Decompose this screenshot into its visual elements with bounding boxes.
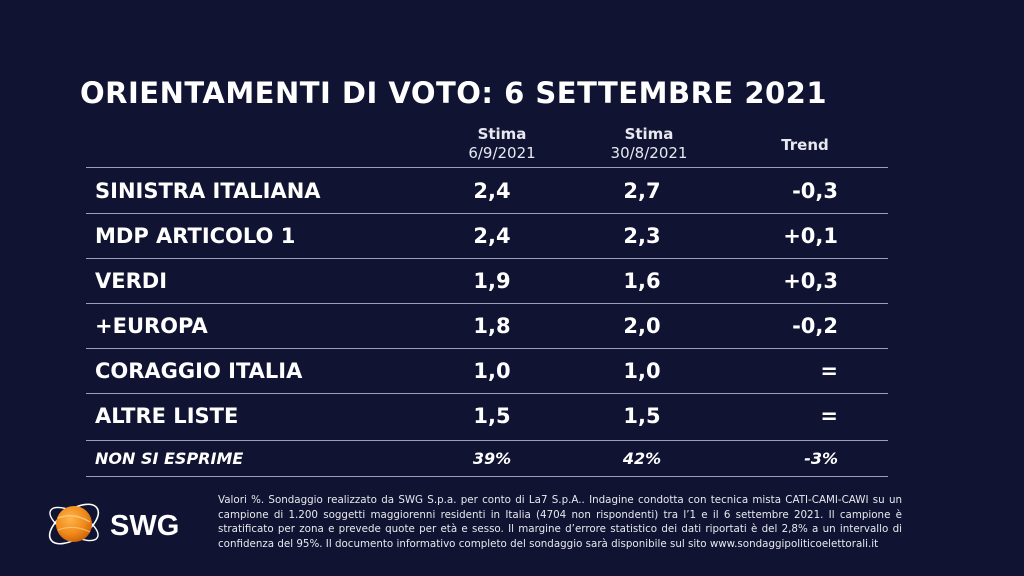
row-label: CORAGGIO ITALIA: [95, 359, 303, 383]
swg-logo: SWG: [48, 503, 179, 545]
row-label: VERDI: [95, 269, 168, 293]
page-title: ORIENTAMENTI DI VOTO: 6 SETTEMBRE 2021: [80, 76, 828, 110]
column-header-current-label: Stima: [477, 125, 527, 143]
row-trend: +0,1: [783, 224, 838, 248]
row-value-previous: 2,7: [623, 179, 661, 203]
row-label: NON SI ESPRIME: [95, 449, 244, 468]
logo-text: SWG: [110, 510, 179, 542]
row-divider: [86, 213, 888, 214]
row-value-current: 2,4: [473, 224, 511, 248]
row-label: ALTRE LISTE: [95, 404, 239, 428]
column-header-current-date: 6/9/2021: [468, 144, 536, 162]
table-bottom-divider: [86, 476, 888, 477]
row-label: SINISTRA ITALIANA: [95, 179, 321, 203]
table-row: SINISTRA ITALIANA 2,4 2,7 -0,3: [86, 169, 888, 213]
row-value-previous: 2,3: [623, 224, 661, 248]
row-divider: [86, 303, 888, 304]
row-divider: [86, 348, 888, 349]
row-divider: [86, 393, 888, 394]
row-value-previous: 2,0: [623, 314, 661, 338]
column-header-trend-label: Trend: [781, 136, 829, 154]
row-trend: =: [820, 359, 838, 383]
table-row: VERDI 1,9 1,6 +0,3: [86, 259, 888, 303]
table-row: NON SI ESPRIME 39% 42% -3%: [86, 443, 888, 487]
row-value-previous: 1,6: [623, 269, 661, 293]
header-divider: [86, 167, 888, 168]
row-label: +EUROPA: [95, 314, 208, 338]
table-row: +EUROPA 1,8 2,0 -0,2: [86, 304, 888, 348]
row-value-previous: 1,5: [623, 404, 661, 428]
row-trend: =: [820, 404, 838, 428]
table-row: MDP ARTICOLO 1 2,4 2,3 +0,1: [86, 214, 888, 258]
row-value-current: 1,0: [473, 359, 511, 383]
column-header-previous-label: Stima: [624, 125, 674, 143]
row-divider: [86, 440, 888, 441]
row-value-previous: 42%: [622, 449, 662, 468]
row-value-previous: 1,0: [623, 359, 661, 383]
footer-note: Valori %. Sondaggio realizzato da SWG S.…: [218, 494, 902, 550]
row-label: MDP ARTICOLO 1: [95, 224, 296, 248]
row-value-current: 1,9: [473, 269, 511, 293]
row-trend: -0,3: [792, 179, 838, 203]
row-value-current: 1,8: [473, 314, 511, 338]
row-value-current: 2,4: [473, 179, 511, 203]
column-header-previous: Stima 30/8/2021: [594, 125, 704, 163]
row-value-current: 1,5: [473, 404, 511, 428]
row-value-current: 39%: [472, 449, 512, 468]
column-header-current: Stima 6/9/2021: [447, 125, 557, 163]
table-row: ALTRE LISTE 1,5 1,5 =: [86, 394, 888, 438]
row-trend: -3%: [804, 449, 838, 468]
table-row: CORAGGIO ITALIA 1,0 1,0 =: [86, 349, 888, 393]
column-header-previous-date: 30/8/2021: [610, 144, 688, 162]
column-header-trend: Trend: [760, 136, 850, 155]
row-trend: -0,2: [792, 314, 838, 338]
row-trend: +0,3: [783, 269, 838, 293]
row-divider: [86, 258, 888, 259]
